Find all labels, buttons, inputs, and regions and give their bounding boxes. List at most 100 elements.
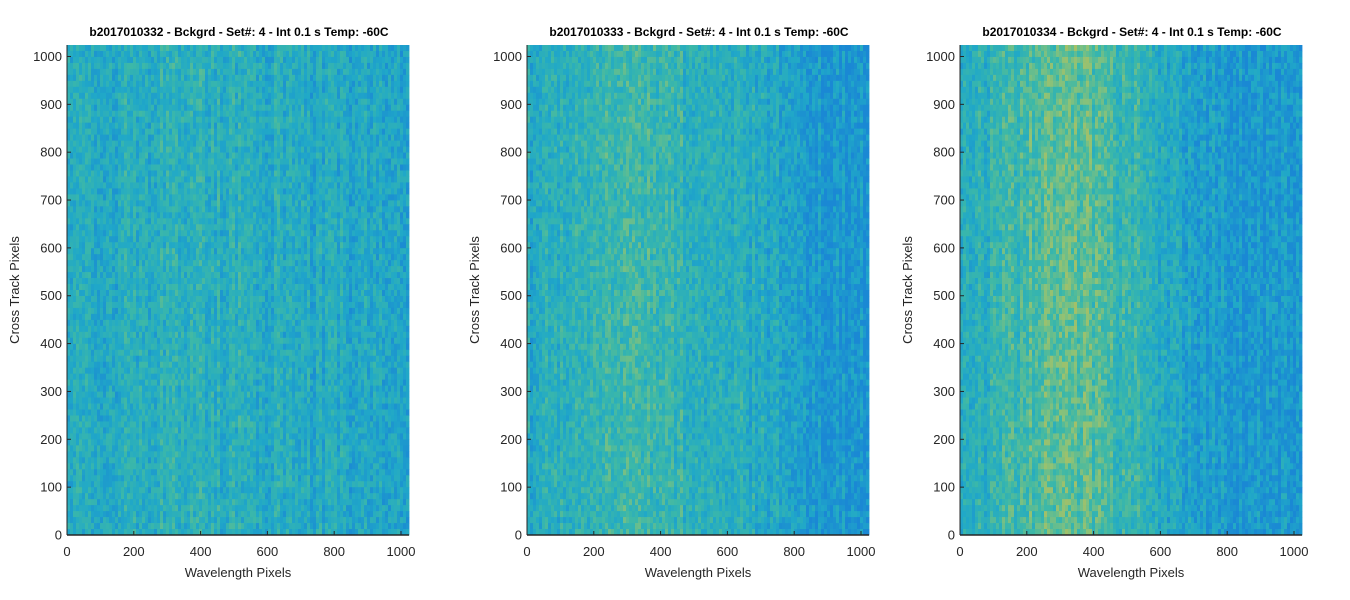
heatmap-cell: [133, 409, 137, 416]
heatmap-cell: [184, 158, 188, 165]
heatmap-cell: [208, 182, 212, 189]
heatmap-cell: [229, 481, 233, 488]
heatmap-cell: [214, 74, 218, 82]
heatmap-cell: [79, 499, 83, 506]
heatmap-cell: [214, 439, 218, 446]
heatmap-cell: [88, 511, 92, 518]
heatmap-cell: [73, 50, 77, 58]
heatmap-cell: [82, 361, 86, 369]
heatmap-cell: [88, 313, 92, 321]
heatmap-cell: [223, 218, 227, 225]
heatmap-cell: [85, 421, 89, 428]
heatmap-cell: [169, 367, 173, 375]
heatmap-cell: [103, 457, 107, 464]
heatmap-cell: [208, 499, 212, 506]
heatmap-cell: [193, 218, 197, 225]
heatmap-cell: [205, 307, 209, 315]
heatmap-cell: [97, 469, 101, 476]
heatmap-cell: [76, 517, 80, 524]
heatmap-cell: [178, 319, 182, 327]
heatmap-cell: [148, 284, 152, 291]
heatmap-cell: [133, 427, 137, 434]
heatmap-cell: [199, 62, 203, 70]
heatmap-cell: [190, 529, 194, 536]
heatmap-cell: [67, 445, 71, 452]
heatmap-cell: [73, 319, 77, 327]
heatmap-cell: [139, 242, 143, 249]
heatmap-cell: [151, 433, 155, 440]
heatmap-cell: [166, 409, 170, 416]
heatmap-cell: [178, 230, 182, 237]
heatmap-cell: [79, 290, 83, 297]
heatmap-cell: [124, 319, 128, 327]
heatmap-cell: [214, 56, 218, 64]
heatmap-cell: [196, 152, 200, 159]
heatmap-cell: [247, 493, 251, 500]
heatmap-cell: [133, 56, 137, 64]
heatmap-cell: [223, 367, 227, 375]
heatmap-cell: [229, 355, 233, 363]
heatmap-cell: [106, 337, 110, 345]
heatmap-cell: [181, 433, 185, 440]
heatmap-cell: [100, 260, 104, 267]
heatmap-cell: [184, 373, 188, 381]
heatmap-cell: [196, 230, 200, 237]
heatmap-cell: [160, 128, 164, 136]
heatmap-cell: [70, 146, 74, 153]
heatmap-cell: [109, 140, 113, 147]
heatmap-cell: [184, 260, 188, 267]
heatmap-cell: [181, 337, 185, 345]
heatmap-cell: [217, 517, 221, 524]
heatmap-cell: [178, 373, 182, 381]
heatmap-cell: [235, 116, 239, 124]
heatmap-cell: [205, 152, 209, 159]
heatmap-cell: [100, 230, 104, 237]
heatmap-cell: [214, 343, 218, 351]
heatmap-cell: [67, 278, 71, 285]
heatmap-cell: [124, 254, 128, 261]
heatmap-cell: [118, 415, 122, 422]
heatmap-cell: [187, 337, 191, 345]
heatmap-cell: [145, 224, 149, 231]
heatmap-cell: [103, 80, 107, 88]
heatmap-cell: [73, 469, 77, 476]
heatmap-cell: [112, 421, 116, 428]
heatmap-cell: [205, 295, 209, 303]
heatmap-cell: [97, 146, 101, 153]
heatmap-cell: [67, 194, 71, 201]
heatmap-cell: [226, 92, 230, 100]
heatmap-cell: [241, 355, 245, 363]
heatmap-cell: [178, 469, 182, 476]
heatmap-cell: [217, 56, 221, 64]
heatmap-cell: [190, 385, 194, 392]
heatmap-cell: [73, 349, 77, 357]
heatmap-cell: [247, 272, 251, 279]
heatmap-cell: [190, 451, 194, 458]
heatmap-cell: [175, 272, 179, 279]
heatmap-cell: [103, 200, 107, 207]
heatmap-cell: [169, 499, 173, 506]
heatmap-cell: [133, 301, 137, 309]
heatmap-cell: [115, 188, 119, 195]
heatmap-cell: [178, 307, 182, 315]
heatmap-cell: [175, 463, 179, 470]
heatmap-cell: [220, 499, 224, 506]
heatmap-cell: [133, 445, 137, 452]
heatmap-cell: [229, 307, 233, 315]
heatmap-cell: [217, 499, 221, 506]
heatmap-cell: [238, 355, 242, 363]
heatmap-cell: [169, 355, 173, 363]
heatmap-cell: [91, 224, 95, 231]
heatmap-cell: [172, 355, 176, 363]
heatmap-cell: [142, 319, 146, 327]
heatmap-cell: [190, 56, 194, 64]
heatmap-cell: [70, 86, 74, 94]
heatmap-cell: [100, 272, 104, 279]
heatmap-cell: [136, 301, 140, 309]
heatmap-cell: [241, 206, 245, 213]
heatmap-cell: [82, 86, 86, 94]
heatmap-cell: [142, 176, 146, 183]
heatmap-cell: [133, 379, 137, 387]
heatmap-cell: [76, 295, 80, 303]
heatmap-cell: [205, 319, 209, 327]
